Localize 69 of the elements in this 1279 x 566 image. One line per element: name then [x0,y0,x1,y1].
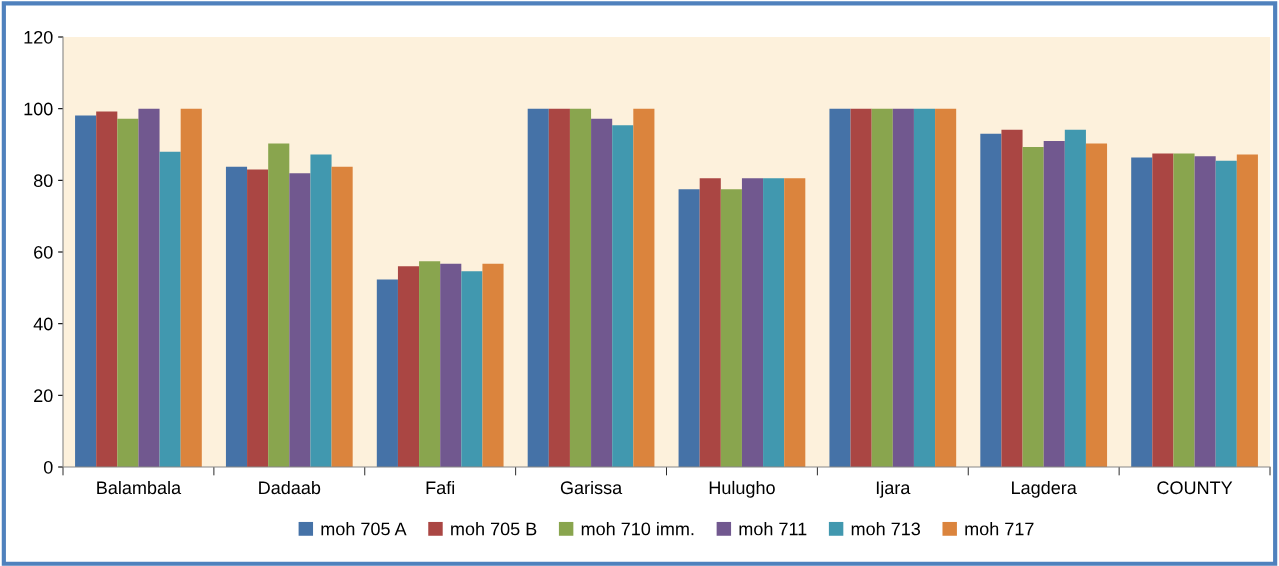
bar [482,263,504,467]
bar [699,178,721,467]
bar [1064,129,1086,467]
bar [159,151,181,467]
bar [268,143,290,467]
x-tick-label: Ijara [876,480,911,498]
x-tick-label: Balambala [97,480,182,495]
bar [591,118,613,467]
bar [784,178,806,467]
legend-label: moh 717 [965,522,1034,536]
legend-label: moh 713 [851,522,921,536]
x-tick-label: COUNTY [1157,481,1233,495]
bar [612,125,634,467]
bar [1085,143,1108,467]
x-tick-label: Lagdera [1012,480,1077,498]
bar [397,266,420,467]
bar [1194,156,1216,467]
bar [892,108,914,467]
x-tick-label: Garissa [560,480,623,495]
bar [1173,153,1195,467]
y-tick-label: 100 [24,102,53,116]
bar [913,108,936,467]
bar [763,178,785,467]
legend-label: moh 705 A [321,522,407,536]
bar [1043,140,1065,467]
bar [678,189,700,467]
bar [980,133,1002,467]
x-tick-label: Hulugho [709,480,775,498]
y-tick-label: 60 [34,245,53,259]
bar [376,279,398,467]
y-tick-label: 20 [34,389,53,403]
bar [850,108,872,467]
bar [1001,129,1023,467]
bar [741,178,764,467]
bar [527,108,549,467]
bar [225,166,248,467]
bar [633,108,655,467]
x-tick-label: Dadaab [259,480,321,495]
y-tick-label: 40 [33,317,53,331]
bar [871,108,893,467]
x-tick-label: Fafi [426,480,455,495]
legend-label: moh 705 B [451,522,537,536]
bar [331,166,353,467]
bar [548,108,570,467]
bar [461,271,483,467]
bar [935,108,957,467]
legend-label: moh 711 [739,522,807,536]
bar [180,108,202,467]
y-tick-label: 120 [24,30,53,44]
bar [720,189,742,467]
bar [1131,157,1153,467]
bar [1022,147,1044,467]
bar [117,118,139,467]
bar [440,263,462,467]
bar [1215,160,1237,467]
y-tick-label: 80 [33,174,53,188]
bar [289,173,311,467]
bar [829,108,851,467]
legend-label: moh 710 imm. [581,522,694,536]
bar [310,154,332,467]
bar [247,169,269,467]
bar [1236,154,1258,467]
bar [419,261,441,467]
bar [569,108,592,467]
bar [96,111,118,467]
bar [138,108,160,467]
bar [1152,153,1174,467]
y-tick-label: 0 [43,460,53,474]
bar [75,115,97,467]
